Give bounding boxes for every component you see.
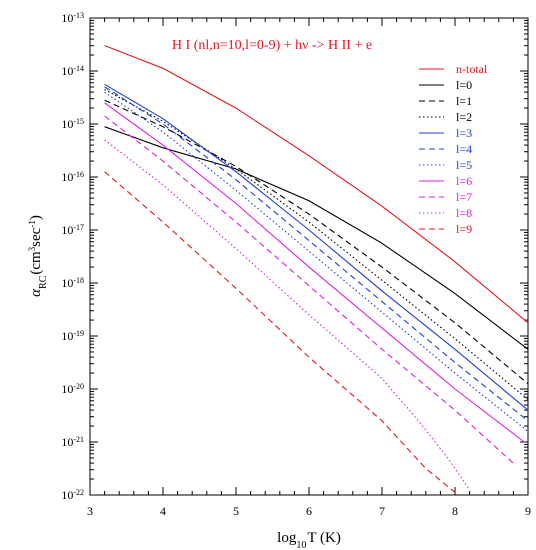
y-tick-labels: 10-13 10-14 10-15 10-16 10-17 10-18 10-19 10-20…	[61, 11, 84, 503]
y-axis-title-rest1: (cm	[28, 251, 44, 275]
series-line-l=9	[104, 171, 456, 493]
y-tick-label: 10-20	[61, 382, 84, 397]
y-tick-label: 10-17	[61, 223, 84, 238]
legend-label-l=4: l=4	[456, 142, 472, 156]
y-tick-label: 10-13	[61, 11, 84, 26]
y-axis-title-rest2: sec	[28, 227, 44, 246]
axis-ticks	[89, 17, 529, 496]
y-tick-label: 10-21	[61, 435, 84, 450]
x-tick-labels: 3 4 5 6 7 8 9	[87, 504, 531, 518]
x-tick-label: 4	[160, 504, 166, 518]
series-line-l=8	[104, 139, 471, 491]
x-axis-title: log10T (K)	[277, 530, 341, 550]
x-tick-label: 6	[306, 504, 312, 518]
x-axis-title-base: log	[277, 530, 297, 546]
y-axis-title: αRC(cm3sec-1)	[27, 215, 49, 297]
legend-label-l=3: l=3	[456, 126, 472, 140]
series-line-l=0	[104, 126, 529, 350]
chart-title: H I (nl,n=10,l=0-9) + hν -> H II + e	[172, 38, 372, 53]
x-tick-label: 8	[452, 504, 458, 518]
legend-label-l=9: l=9	[456, 222, 472, 236]
legend-label-l=6: l=6	[456, 174, 472, 188]
series-line-l=3	[104, 83, 529, 411]
y-axis-title-base: α	[28, 288, 44, 297]
legend-label-l=8: l=8	[456, 206, 472, 220]
series-line-l=1	[104, 99, 529, 385]
x-tick-label: 3	[87, 504, 93, 518]
legend-label-l=0: l=0	[456, 78, 472, 92]
series-line-l=5	[104, 91, 529, 432]
series-line-n-total	[104, 45, 529, 324]
x-tick-label: 5	[233, 504, 239, 518]
series-line-l=6	[104, 102, 525, 443]
y-tick-label: 10-19	[61, 329, 84, 344]
y-axis-title-sup1: 3	[27, 246, 37, 251]
x-tick-label: 7	[379, 504, 385, 518]
legend-label-l=7: l=7	[456, 190, 472, 204]
y-tick-label: 10-22	[61, 488, 84, 503]
y-axis-title-sub: RC	[38, 275, 49, 289]
legend-label-l=2: l=2	[456, 110, 472, 124]
x-axis-title-sub: 10	[296, 540, 306, 550]
x-axis-title-rest: T (K)	[307, 530, 340, 546]
y-tick-label: 10-14	[61, 64, 84, 79]
legend-label-n-total: n-total	[456, 62, 488, 76]
y-axis-title-rest3: )	[28, 215, 44, 220]
legend: n-total l=0 l=1 l=2 l=3 l=4 l=5 l=6 l=7 l=8 l=9	[419, 62, 488, 236]
series-line-l=7	[104, 115, 514, 464]
legend-label-l=1: l=1	[456, 94, 472, 108]
y-axis-title-sup2: -1	[27, 220, 37, 228]
y-tick-label: 10-15	[61, 117, 84, 132]
x-tick-label: 9	[525, 504, 531, 518]
y-tick-label: 10-18	[61, 276, 84, 291]
series-lines	[104, 45, 529, 493]
legend-label-l=5: l=5	[456, 158, 472, 172]
y-tick-label: 10-16	[61, 170, 84, 185]
